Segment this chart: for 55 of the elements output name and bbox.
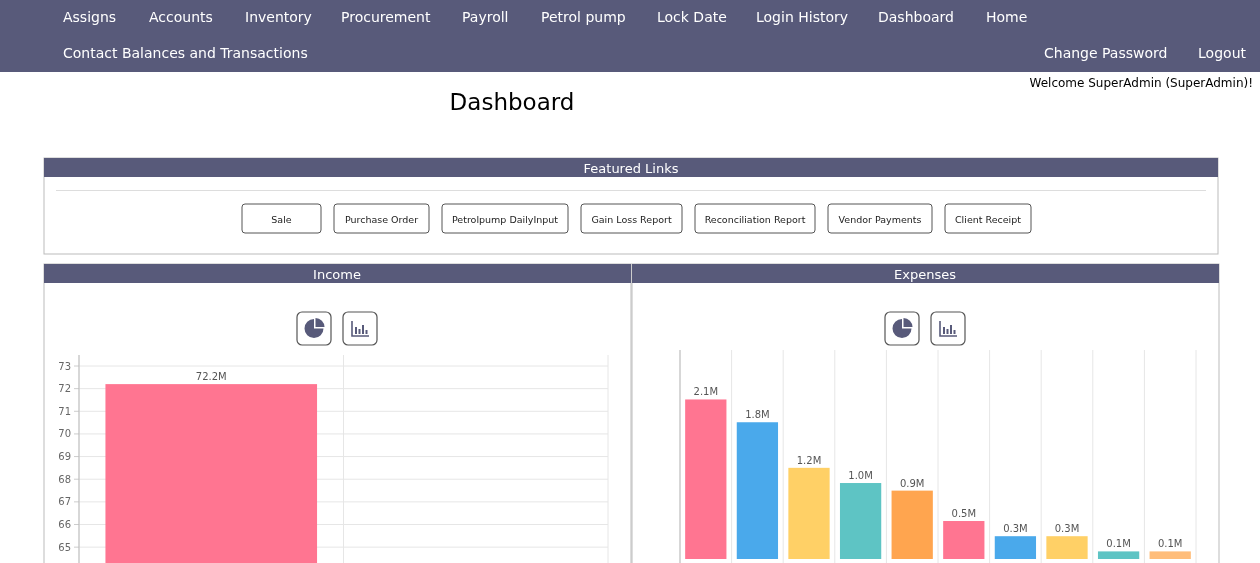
bar	[1046, 536, 1088, 559]
text: Accounts	[149, 9, 213, 25]
text: Purchase Order	[344, 214, 419, 225]
text: Welcome SuperAdmin (SuperAdmin)!	[1029, 76, 1253, 90]
data-label: 1.0M	[848, 470, 873, 482]
data-label: 0.1M	[1157, 538, 1183, 550]
y-tick-label: 73	[58, 360, 71, 372]
bar	[994, 536, 1037, 559]
text: Inventory	[245, 9, 312, 25]
text: Contact Balances and Transactions	[63, 45, 308, 61]
y-tick-label: 65	[58, 541, 71, 553]
bar	[1149, 551, 1191, 559]
text: Lock Date	[657, 9, 727, 25]
text: Featured Links	[583, 161, 679, 176]
text: Logout	[1198, 45, 1247, 61]
text: Dashboard	[449, 89, 575, 115]
text: Login History	[756, 9, 849, 25]
data-label: 0.3M	[1054, 523, 1080, 535]
text: Petrolpump DailyInput	[451, 214, 559, 225]
bar	[839, 483, 882, 559]
text: Procurement	[341, 9, 431, 25]
chart-title: Income	[313, 267, 361, 282]
text: Reconciliation Report	[704, 214, 806, 225]
text: Assigns	[63, 9, 117, 25]
data-label: 0.9M	[899, 477, 925, 489]
data-label: 0.5M	[951, 508, 977, 520]
text: Petrol pump	[541, 9, 626, 25]
bar	[788, 467, 830, 559]
y-tick-label: 68	[58, 473, 71, 485]
data-label: 1.8M	[745, 409, 770, 421]
text: Client Receipt	[954, 214, 1022, 225]
bar	[685, 399, 727, 559]
y-tick-label: 71	[58, 405, 71, 417]
y-tick-label: 69	[58, 451, 71, 463]
bar	[736, 422, 779, 559]
bar	[891, 490, 933, 559]
bar	[1097, 551, 1140, 559]
text: Vendor Payments	[838, 214, 922, 225]
text: Payroll	[462, 9, 509, 25]
y-tick-label: 67	[58, 496, 71, 508]
chart-title: Expenses	[894, 267, 957, 282]
data-label: 0.3M	[1003, 523, 1028, 535]
bar	[943, 521, 985, 559]
y-tick-label: 72	[58, 383, 71, 395]
text: Gain Loss Report	[591, 214, 672, 225]
text: Dashboard	[878, 9, 954, 25]
data-label: 0.1M	[1106, 538, 1131, 550]
y-tick-label: 70	[58, 428, 71, 440]
text: Change Password	[1044, 45, 1168, 61]
y-tick-label: 66	[58, 519, 71, 531]
data-label: 72.2M	[195, 371, 227, 383]
text: Home	[986, 9, 1028, 25]
data-label: 2.1M	[693, 386, 719, 398]
text: Sale	[271, 214, 292, 225]
data-label: 1.2M	[796, 454, 822, 466]
